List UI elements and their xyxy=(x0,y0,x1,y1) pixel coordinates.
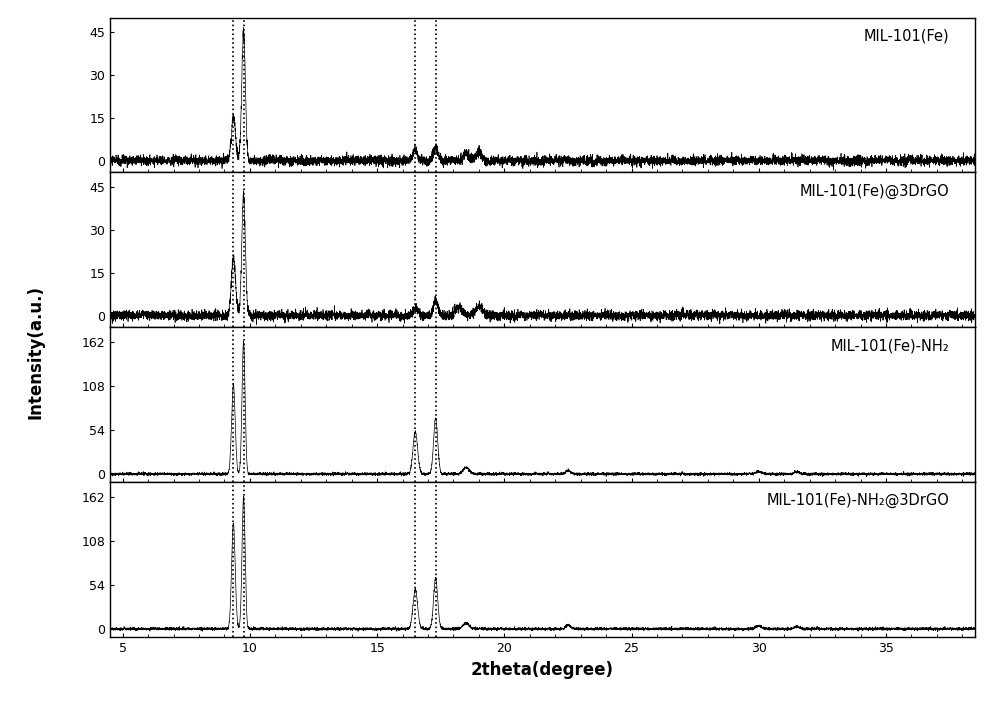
Text: MIL-101(Fe)@3DrGO: MIL-101(Fe)@3DrGO xyxy=(799,183,949,199)
X-axis label: 2theta(degree): 2theta(degree) xyxy=(471,660,614,679)
Text: Intensity(a.u.): Intensity(a.u.) xyxy=(26,285,44,419)
Text: MIL-101(Fe)-NH₂@3DrGO: MIL-101(Fe)-NH₂@3DrGO xyxy=(766,493,949,508)
Text: MIL-101(Fe)-NH₂: MIL-101(Fe)-NH₂ xyxy=(830,338,949,353)
Text: MIL-101(Fe): MIL-101(Fe) xyxy=(863,28,949,44)
